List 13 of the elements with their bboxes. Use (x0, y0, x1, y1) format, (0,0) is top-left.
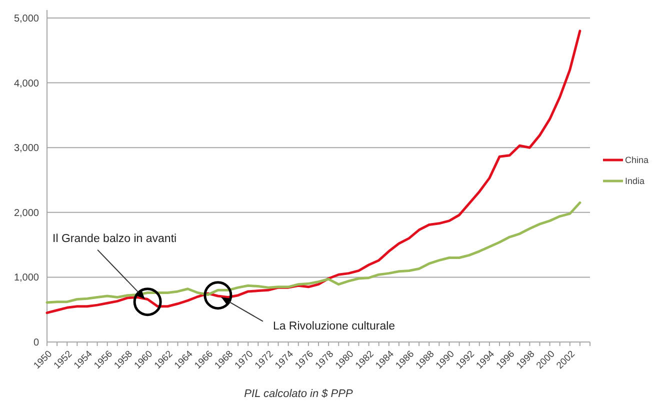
annotation: La Rivoluzione culturale (272, 320, 396, 332)
y-tick-label: 5,000 (14, 14, 40, 24)
legend-label: China (625, 155, 649, 166)
legend-label: India (625, 176, 645, 186)
annotation: Il Grande balzo in avanti (52, 232, 177, 245)
y-tick-label: 0 (33, 338, 40, 348)
y-tick-label: 2,000 (14, 208, 40, 219)
line-series (46, 30, 582, 314)
y-tick-label: 3,000 (14, 143, 40, 154)
y-tick-label: 4,000 (14, 78, 40, 90)
x-axis-title: PIL calcolato in $ PPP (244, 388, 354, 400)
line-series (46, 201, 582, 304)
y-tick-label: 1,000 (14, 272, 40, 284)
